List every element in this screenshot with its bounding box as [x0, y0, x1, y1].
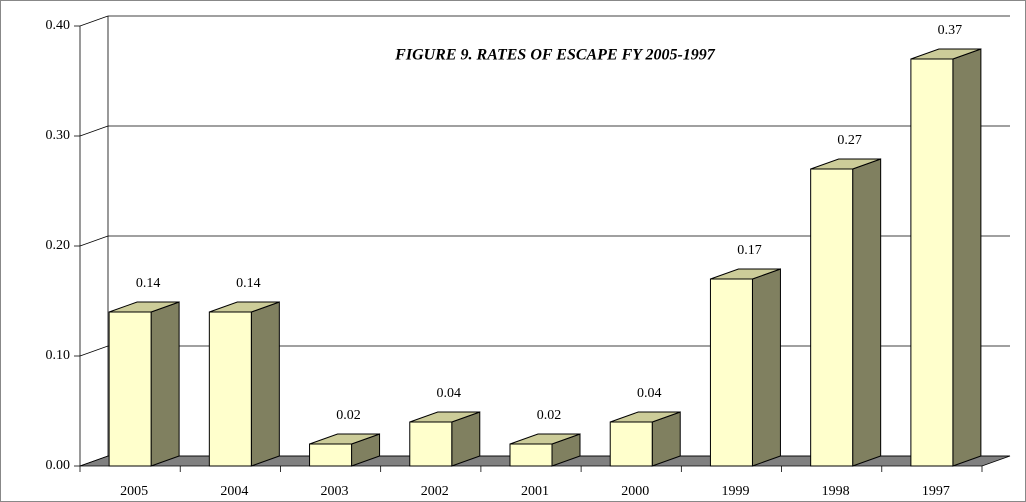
y-tick-label: 0.10 — [46, 348, 71, 363]
side-grid-line — [79, 15, 109, 27]
value-label: 0.37 — [938, 23, 963, 38]
bar-side — [150, 301, 180, 467]
x-tick-label: 1997 — [922, 484, 950, 499]
value-label: 0.27 — [837, 133, 862, 148]
value-label: 0.14 — [136, 276, 161, 291]
bar-front — [910, 58, 954, 467]
bar — [409, 411, 481, 467]
x-tick-label: 1998 — [822, 484, 850, 499]
bar — [108, 301, 180, 467]
side-grid-line — [79, 345, 109, 357]
bar — [509, 433, 581, 467]
value-label: 0.17 — [737, 243, 762, 258]
x-tick-label: 2001 — [521, 484, 549, 499]
bar — [709, 268, 781, 467]
value-label: 0.02 — [537, 408, 562, 423]
bar-front — [609, 421, 653, 467]
bar-side — [952, 48, 982, 467]
bar — [309, 433, 381, 467]
y-tick-label: 0.00 — [46, 458, 71, 473]
y-tick-label: 0.20 — [46, 238, 71, 253]
value-label: 0.02 — [336, 408, 361, 423]
bar-side — [751, 268, 781, 467]
value-label: 0.04 — [637, 386, 662, 401]
x-tick-label: 2002 — [421, 484, 449, 499]
bar-side — [250, 301, 280, 467]
x-tick-label: 2005 — [120, 484, 148, 499]
bar — [609, 411, 681, 467]
bar-front — [509, 443, 553, 467]
x-tick-label: 2003 — [321, 484, 349, 499]
side-grid-line — [79, 235, 109, 247]
x-tick-label: 1999 — [721, 484, 749, 499]
bar-front — [409, 421, 453, 467]
value-label: 0.14 — [236, 276, 261, 291]
bar-front — [709, 278, 753, 467]
bar — [810, 158, 882, 467]
bar-front — [108, 311, 152, 467]
bar-front — [810, 168, 854, 467]
value-label: 0.04 — [437, 386, 462, 401]
bar — [910, 48, 982, 467]
side-grid-line — [79, 125, 109, 137]
bar-front — [208, 311, 252, 467]
x-tick-label: 2000 — [621, 484, 649, 499]
bar — [208, 301, 280, 467]
chart-title: FIGURE 9. RATES OF ESCAPE FY 2005-1997 — [394, 47, 716, 64]
y-tick-label: 0.30 — [46, 128, 71, 143]
bar-front — [309, 443, 353, 467]
x-tick-label: 2004 — [220, 484, 248, 499]
bar-side — [852, 158, 882, 467]
y-tick-label: 0.40 — [46, 18, 71, 33]
side-grid-line — [79, 455, 109, 467]
